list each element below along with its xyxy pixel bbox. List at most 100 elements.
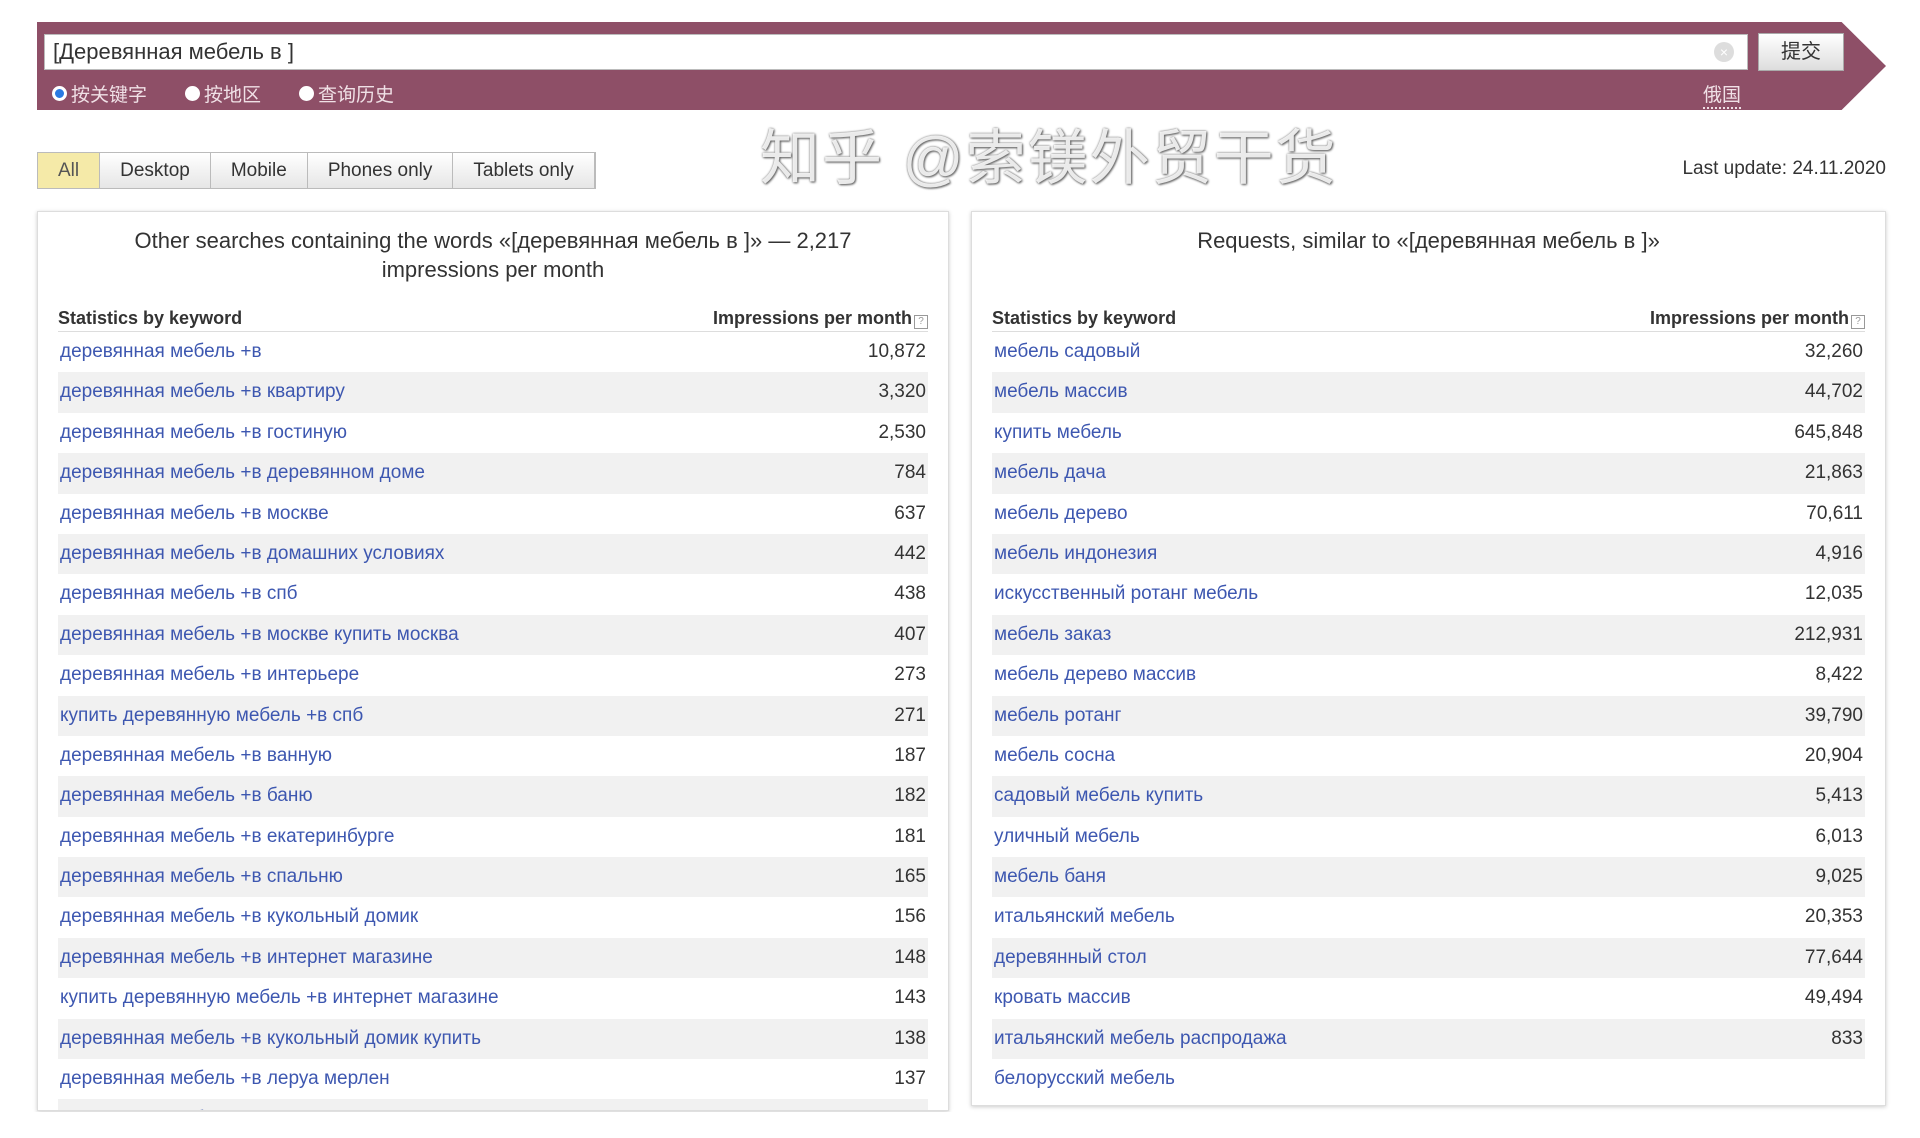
keyword-link[interactable]: мебель дача	[994, 462, 1106, 484]
keyword-link[interactable]: мебель сосна	[994, 744, 1116, 766]
impressions-value: 5,413	[1815, 785, 1863, 807]
keyword-link[interactable]: мебель баня	[994, 866, 1107, 888]
impressions-value: 21,863	[1804, 462, 1863, 484]
keyword-link[interactable]: мебель дерево массив	[994, 664, 1197, 686]
impressions-value: 148	[894, 946, 926, 968]
keyword-link[interactable]: деревянная мебель +в деревянном доме	[60, 462, 425, 484]
keyword-link[interactable]: мебель массив	[994, 381, 1128, 403]
keyword-link[interactable]: деревянная мебель +в спальню	[60, 866, 343, 888]
tab-phones[interactable]: Phones only	[307, 153, 454, 188]
table-row: деревянная мебель +в квартиру 3,320	[58, 372, 928, 413]
impressions-value: 645,848	[1794, 421, 1863, 443]
keyword-link[interactable]: купить деревянную мебель +в интернет маг…	[60, 987, 499, 1009]
impressions-value: 165	[894, 866, 926, 888]
keyword-link[interactable]: купить мебель	[994, 421, 1122, 443]
table-row: деревянная мебель +в баню 182	[58, 776, 928, 817]
keyword-link[interactable]: деревянная мебель +в екатеринбурге	[60, 825, 395, 847]
keyword-link[interactable]: деревянная мебель +в детскую	[60, 1099, 338, 1110]
keyword-link[interactable]: купить деревянную мебель +в спб	[60, 704, 364, 726]
table-row: деревянная мебель +в спб 438	[58, 574, 928, 614]
table-row: деревянная мебель +в деревянном доме 784	[58, 453, 928, 494]
impressions-value: 138	[894, 1027, 926, 1049]
mode-keyword[interactable]: 按关键字	[52, 80, 147, 107]
keyword-link[interactable]: деревянная мебель +в кукольный домик	[60, 906, 419, 928]
search-input[interactable]: [Деревянная мебель в ]	[44, 34, 1748, 70]
table-row: итальянский мебель распродажа 833	[992, 1018, 1865, 1060]
keyword-link[interactable]: мебель дерево	[994, 502, 1128, 524]
impressions-value: 32,260	[1804, 341, 1863, 362]
keyword-link[interactable]: уличный мебель	[994, 825, 1140, 847]
keyword-link[interactable]: искусственный ротанг мебель	[994, 583, 1259, 605]
table-row: мебель баня 9,025	[992, 857, 1865, 898]
region-link[interactable]: 俄国	[1703, 80, 1742, 109]
keyword-link[interactable]: деревянная мебель +в леруа мерлен	[60, 1068, 390, 1090]
mode-history[interactable]: 查询历史	[299, 80, 394, 107]
table-row: садовый мебель купить 5,413	[992, 776, 1865, 817]
keyword-link[interactable]: деревянная мебель +в интернет магазине	[60, 946, 433, 968]
help-icon[interactable]: ?	[1851, 315, 1865, 329]
keyword-link[interactable]: деревянная мебель +в интерьере	[60, 664, 360, 686]
help-icon[interactable]: ?	[914, 315, 928, 329]
keyword-link[interactable]: мебель заказ	[994, 623, 1112, 645]
table-row: деревянная мебель +в интерьере 273	[58, 655, 928, 695]
impressions-value: 6,013	[1815, 825, 1863, 847]
mode-label: 按地区	[204, 85, 262, 106]
table-row: деревянная мебель +в москве купить москв…	[58, 614, 928, 656]
table-row: деревянная мебель +в екатеринбурге 181	[58, 817, 928, 857]
table-header: Statistics by keyword Impressions per mon…	[58, 304, 928, 332]
keyword-link[interactable]: белорусский мебель	[994, 1068, 1175, 1090]
col-keyword: Statistics by keyword	[992, 308, 1177, 328]
tab-tablets[interactable]: Tablets only	[453, 153, 595, 188]
impressions-value: 273	[894, 664, 926, 686]
keyword-link[interactable]: садовый мебель купить	[994, 785, 1204, 807]
keyword-link[interactable]: кровать массив	[994, 987, 1131, 1009]
table-row: итальянский мебель 20,353	[992, 897, 1865, 937]
table-row: деревянная мебель +в домашних условиях 44…	[58, 533, 928, 575]
keyword-link[interactable]: мебель садовый	[994, 341, 1141, 362]
impressions-value: 128	[894, 1099, 926, 1110]
keyword-link[interactable]: итальянский мебель	[994, 906, 1175, 928]
table-row: купить деревянную мебель +в интернет маг…	[58, 978, 928, 1018]
panel-title: Requests, similar to «[деревянная мебель…	[1197, 228, 1660, 253]
table-row: кровать массив 49,494	[992, 978, 1865, 1018]
clear-icon[interactable]: ×	[1714, 42, 1734, 62]
table-row: белорусский мебель	[992, 1059, 1865, 1099]
keyword-link[interactable]: деревянная мебель +в баню	[60, 785, 313, 807]
table-header: Statistics by keyword Impressions per mon…	[992, 304, 1865, 332]
impressions-value: 407	[894, 623, 926, 645]
right-panel: Requests, similar to «[деревянная мебель…	[971, 211, 1886, 1106]
impressions-value: 39,790	[1804, 704, 1863, 726]
tab-desktop[interactable]: Desktop	[100, 153, 211, 188]
keyword-link[interactable]: деревянная мебель +в	[60, 341, 262, 362]
impressions-value: 77,644	[1804, 946, 1863, 968]
impressions-value: 181	[894, 825, 926, 847]
keyword-link[interactable]: деревянная мебель +в гостиную	[60, 421, 347, 443]
keyword-link[interactable]: деревянная мебель +в москве купить москв…	[60, 623, 459, 645]
tab-mobile[interactable]: Mobile	[210, 153, 308, 188]
impressions-value: 20,904	[1804, 744, 1863, 766]
table-row: деревянная мебель +в ванную 187	[58, 736, 928, 776]
keyword-link[interactable]: деревянная мебель +в москве	[60, 502, 329, 524]
impressions-value: 156	[894, 906, 926, 928]
impressions-value: 10,872	[867, 341, 926, 362]
impressions-value: 2,530	[878, 421, 926, 443]
table-row: деревянная мебель +в кукольный домик куп…	[58, 1018, 928, 1060]
impressions-value: 4,916	[1815, 542, 1863, 564]
keyword-link[interactable]: деревянная мебель +в спб	[60, 583, 298, 605]
keyword-link[interactable]: мебель ротанг	[994, 704, 1122, 726]
keyword-link[interactable]: мебель индонезия	[994, 542, 1158, 564]
mode-region[interactable]: 按地区	[185, 80, 261, 107]
last-update: Last update: 24.11.2020	[1682, 158, 1886, 179]
keyword-link[interactable]: итальянский мебель распродажа	[994, 1027, 1287, 1049]
keyword-link[interactable]: деревянная мебель +в кукольный домик куп…	[60, 1027, 482, 1049]
impressions-value: 44,702	[1804, 381, 1863, 403]
submit-button[interactable]: 提交	[1758, 33, 1844, 71]
table-row: деревянная мебель +в детскую 128	[58, 1099, 928, 1110]
keyword-link[interactable]: деревянная мебель +в квартиру	[60, 381, 345, 403]
tab-all[interactable]: All	[38, 153, 101, 188]
keyword-link[interactable]: деревянный стол	[994, 946, 1147, 968]
table-row: мебель дерево 70,611	[992, 494, 1865, 534]
impressions-value: 637	[894, 502, 926, 524]
keyword-link[interactable]: деревянная мебель +в домашних условиях	[60, 542, 445, 564]
keyword-link[interactable]: деревянная мебель +в ванную	[60, 744, 333, 766]
